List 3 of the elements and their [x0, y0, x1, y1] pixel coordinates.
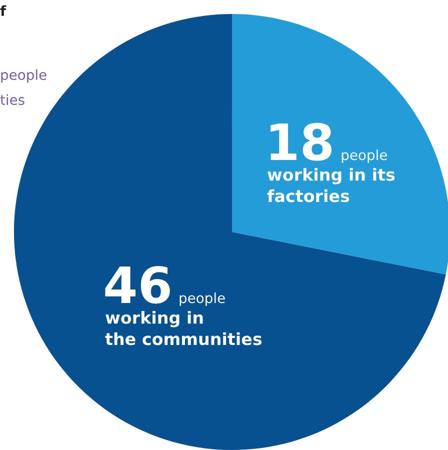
text: ties [0, 94, 24, 106]
text: f [0, 5, 6, 16]
text: people [1, 69, 46, 83]
